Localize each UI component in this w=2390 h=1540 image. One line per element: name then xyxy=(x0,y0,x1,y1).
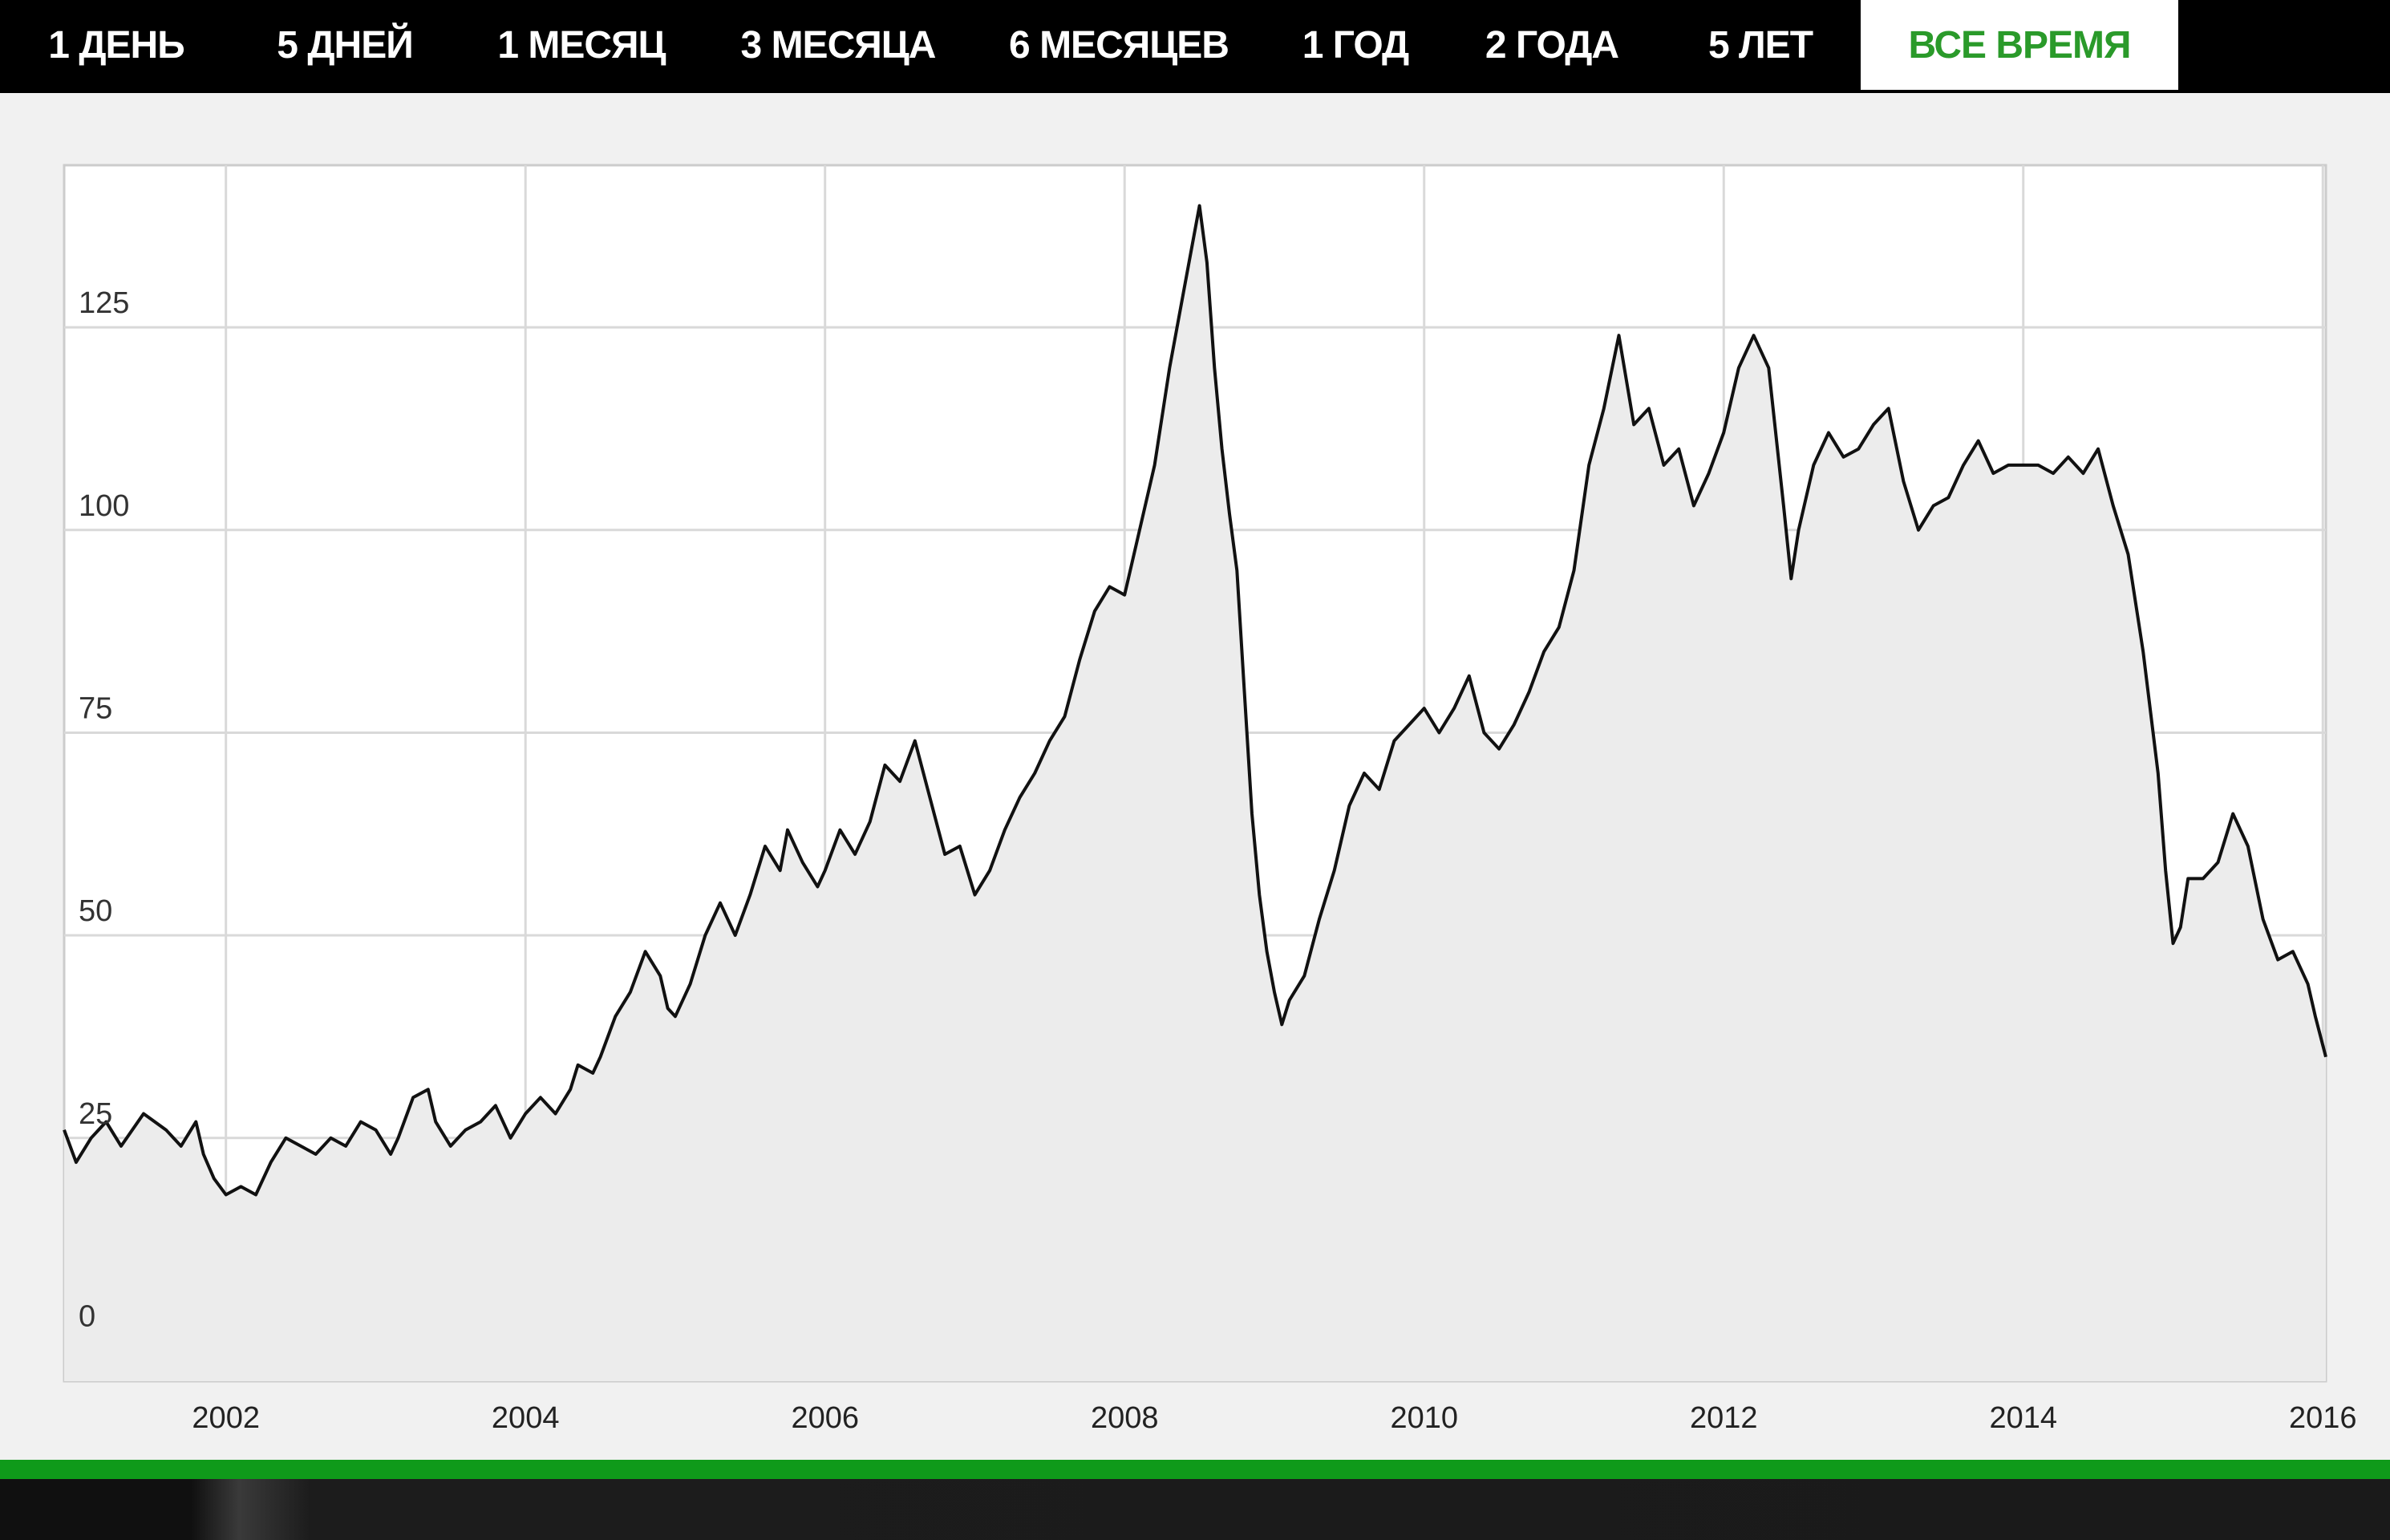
y-tick-label: 25 xyxy=(79,1097,112,1131)
chart-area: 0 25 50 75 100 125 2002 2004 2006 2008 2010 2012 20… xyxy=(0,93,2390,1460)
price-line xyxy=(63,204,2327,1197)
x-tick-label: 2006 xyxy=(791,1401,859,1435)
tab-1-month[interactable]: 1 МЕСЯЦ xyxy=(497,23,666,67)
y-tick-label: 50 xyxy=(79,894,112,928)
tab-1-day[interactable]: 1 ДЕНЬ xyxy=(48,23,184,67)
x-tick-label: 2008 xyxy=(1091,1401,1159,1435)
y-tick-label: 0 xyxy=(79,1299,95,1333)
x-tick-label: 2002 xyxy=(192,1401,260,1435)
tab-2-years[interactable]: 2 ГОДА xyxy=(1485,23,1619,67)
tab-5-years[interactable]: 5 ЛЕТ xyxy=(1707,23,1813,67)
y-tick-label: 100 xyxy=(79,489,129,523)
tab-6-months[interactable]: 6 МЕСЯЦЕВ xyxy=(1009,23,1229,67)
y-tick-label: 75 xyxy=(79,691,112,725)
x-tick-label: 2016 xyxy=(2289,1401,2357,1435)
accent-bar xyxy=(0,1460,2390,1479)
x-tick-label: 2010 xyxy=(1390,1401,1458,1435)
tab-3-months[interactable]: 3 МЕСЯЦА xyxy=(740,23,937,67)
x-axis-labels: 2002 2004 2006 2008 2010 2012 2014 2016 xyxy=(192,1401,2356,1435)
x-tick-label: 2012 xyxy=(1690,1401,1758,1435)
y-axis-labels: 0 25 50 75 100 125 xyxy=(79,286,129,1333)
x-tick-label: 2014 xyxy=(1989,1401,2057,1435)
y-tick-label: 125 xyxy=(79,286,129,320)
price-area xyxy=(64,205,2326,1381)
period-tab-bar: 1 ДЕНЬ 5 ДНЕЙ 1 МЕСЯЦ 3 МЕСЯЦА 6 МЕСЯЦЕВ 1 ГО… xyxy=(0,0,2390,93)
x-tick-label: 2004 xyxy=(492,1401,560,1435)
footer-bar xyxy=(0,1479,2390,1540)
tab-1-year[interactable]: 1 ГОД xyxy=(1302,23,1410,67)
tab-all-time[interactable]: ВСЕ ВРЕМЯ xyxy=(1861,0,2178,90)
tab-5-days[interactable]: 5 ДНЕЙ xyxy=(277,23,413,67)
